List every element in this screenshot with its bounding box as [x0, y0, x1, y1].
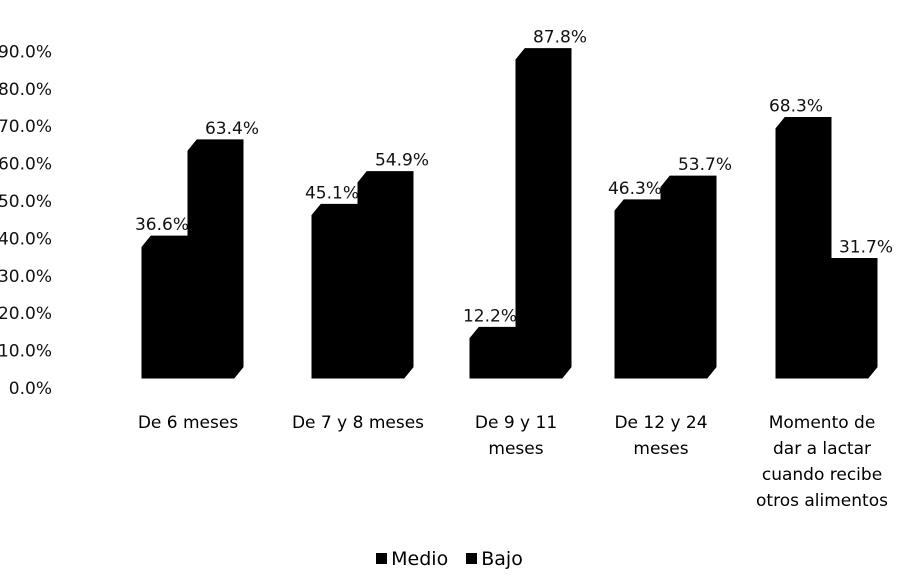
y-axis: 0.0% 10.0% 20.0% 30.0% 40.0% 50.0% 60.0% 70.0% 8…	[0, 42, 52, 399]
category-label: Momento de	[769, 413, 876, 433]
y-tick-label: 10.0%	[0, 342, 52, 362]
category-label: De 12 y 24	[614, 413, 707, 433]
data-label-bajo: 31.7%	[839, 237, 893, 257]
y-tick-label: 20.0%	[0, 304, 52, 324]
bar-bajo	[515, 48, 572, 379]
y-tick-label: 50.0%	[0, 192, 52, 212]
bar-bajo	[660, 175, 717, 379]
category-label: De 9 y 11	[475, 413, 557, 433]
legend: Medio Bajo	[0, 548, 899, 570]
y-tick-label: 30.0%	[0, 267, 52, 287]
y-tick-label: 60.0%	[0, 155, 52, 175]
data-label-medio: 45.1%	[305, 183, 359, 203]
legend-label-medio: Medio	[391, 548, 449, 570]
bar-chart: 0.0% 10.0% 20.0% 30.0% 40.0% 50.0% 60.0% 70.0% 8…	[0, 28, 893, 511]
bar-bajo	[357, 171, 414, 379]
y-tick-label: 40.0%	[0, 229, 52, 249]
category-label: De 6 meses	[138, 413, 239, 433]
bars	[141, 48, 878, 379]
category-label: dar a lactar	[773, 439, 871, 459]
category-labels: De 6 meses De 7 y 8 meses De 9 y 11 meses De…	[138, 413, 888, 511]
legend-swatch-medio	[376, 553, 388, 564]
category-label: meses	[633, 439, 688, 459]
data-label-bajo: 87.8%	[533, 28, 587, 48]
data-label-medio: 68.3%	[769, 97, 823, 117]
legend-label-bajo: Bajo	[481, 548, 523, 570]
data-label-medio: 12.2%	[463, 306, 517, 326]
data-label-medio: 36.6%	[135, 215, 189, 235]
category-label: cuando recibe	[762, 465, 882, 485]
bar-bajo	[187, 139, 244, 379]
y-tick-label: 70.0%	[0, 117, 52, 137]
category-label: otros alimentos	[756, 491, 888, 511]
category-label: meses	[488, 439, 543, 459]
data-labels: 36.6% 63.4% 45.1% 54.9% 12.2% 87.8% 46.3% 53.7%…	[135, 28, 893, 327]
y-tick-label: 90.0%	[0, 42, 52, 62]
y-tick-label: 0.0%	[9, 379, 52, 399]
data-label-bajo: 53.7%	[678, 155, 732, 175]
data-label-medio: 46.3%	[608, 179, 662, 199]
bar-bajo	[821, 257, 878, 379]
y-tick-label: 80.0%	[0, 80, 52, 100]
legend-item-medio: Medio	[376, 548, 448, 570]
data-label-bajo: 63.4%	[205, 119, 259, 139]
legend-item-bajo: Bajo	[466, 548, 523, 570]
legend-swatch-bajo	[466, 553, 478, 564]
data-label-bajo: 54.9%	[375, 151, 429, 171]
category-label: De 7 y 8 meses	[292, 413, 424, 433]
